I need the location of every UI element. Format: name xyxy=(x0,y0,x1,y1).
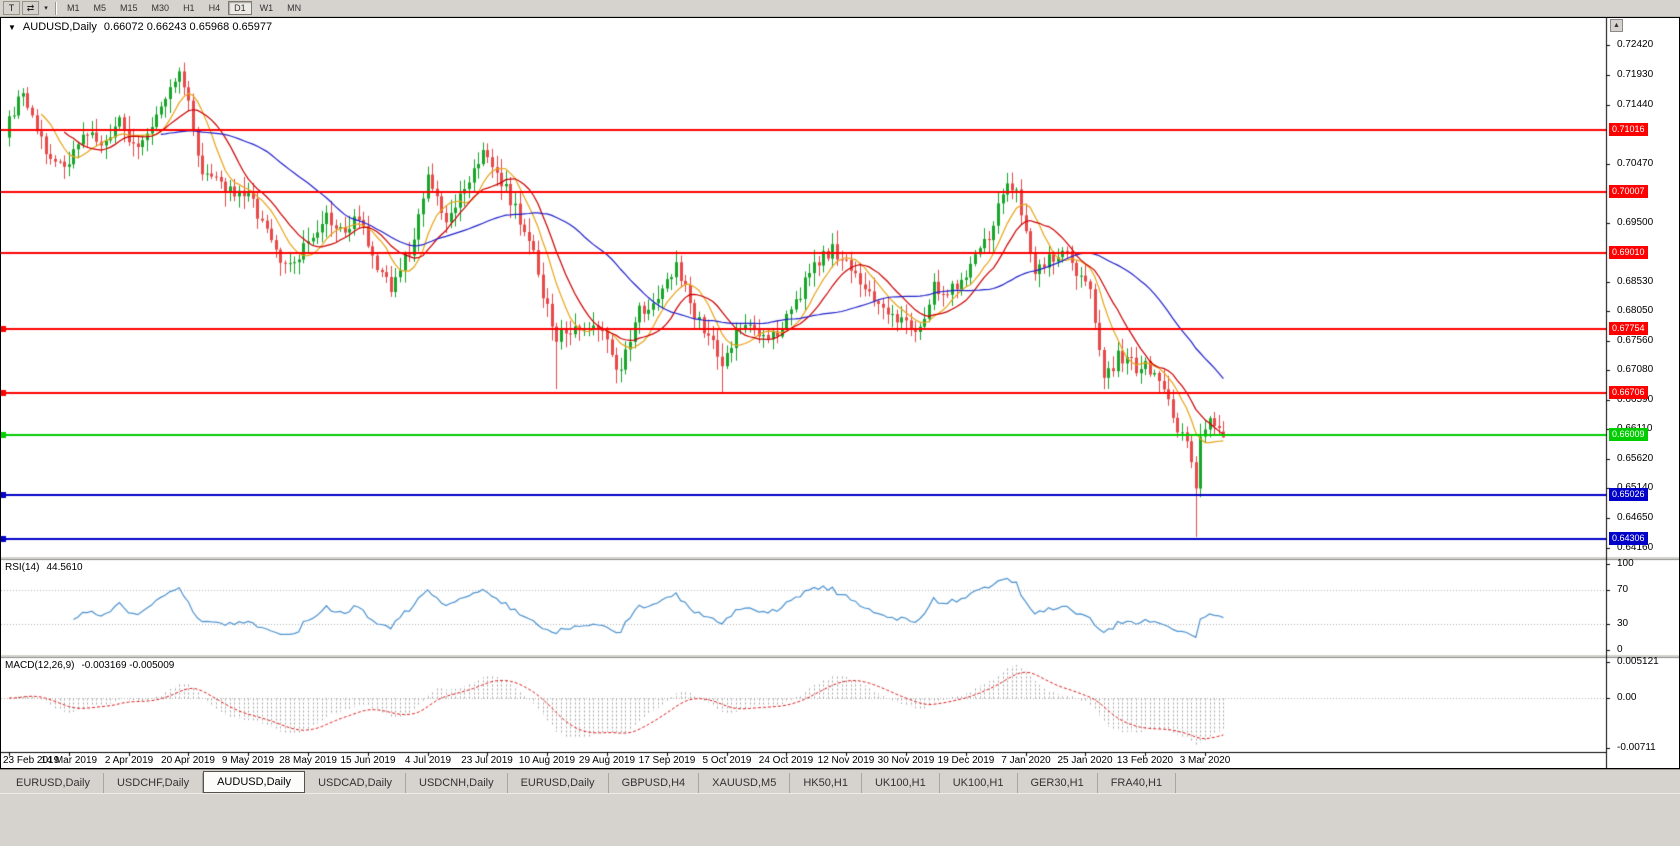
hline-price-tag: 0.66009 xyxy=(1609,428,1648,442)
price-tick-label: 0.65620 xyxy=(1617,453,1654,465)
x-axis-label: 15 Jun 2019 xyxy=(340,755,396,766)
timeframe-button-m30[interactable]: M30 xyxy=(151,3,170,13)
rsi-level-label: 30 xyxy=(1617,618,1629,630)
x-axis-label: 12 Nov 2019 xyxy=(817,755,875,766)
hline-price-tag: 0.64306 xyxy=(1609,532,1648,546)
chart-ohlc-values: 0.66072 0.66243 0.65968 0.65977 xyxy=(103,21,273,33)
window-tab-audusd-daily[interactable]: AUDUSD,Daily xyxy=(203,771,306,793)
x-axis-label: 17 Sep 2019 xyxy=(638,755,696,766)
price-scale[interactable]: ▲ 0.72420 0.71930 0.71440 0.70470 0.69500 0.6… xyxy=(1607,18,1679,768)
rsi-name: RSI(14) xyxy=(5,562,40,573)
macd-level-label: -0.00711 xyxy=(1617,742,1656,753)
rsi-level-label: 0 xyxy=(1617,644,1623,655)
macd-level-label: 0.00 xyxy=(1617,692,1637,703)
time-axis[interactable]: 23 Feb 2019 14 Mar 2019 2 Apr 2019 20 Apr 2… xyxy=(1,754,1606,768)
timeframe-button-d1[interactable]: D1 xyxy=(228,1,252,15)
timeframe-group: M1 M5 M15 M30 H1 H4 D1 W1 MN xyxy=(61,1,307,15)
window-tab-gbpusd-h4[interactable]: GBPUSD,H4 xyxy=(609,773,700,793)
x-axis-label: 24 Oct 2019 xyxy=(758,755,814,766)
x-axis-label: 20 Apr 2019 xyxy=(161,755,215,766)
scroll-up-button[interactable]: ▲ xyxy=(1610,19,1623,32)
window-tab-bar: EURUSD,Daily USDCHF,Daily AUDUSD,Daily USDC… xyxy=(0,769,1680,793)
window-tab-eurusd-daily[interactable]: EURUSD,Daily xyxy=(508,773,609,793)
hline-price-tag: 0.67754 xyxy=(1609,322,1648,336)
timeframe-button-mn[interactable]: MN xyxy=(287,3,302,13)
price-tick-label: 0.71930 xyxy=(1617,68,1654,80)
price-tick-label: 0.68050 xyxy=(1617,305,1654,317)
x-axis-label: 14 Mar 2019 xyxy=(40,755,98,766)
chart-objects-dropdown[interactable]: ▾ xyxy=(41,1,51,15)
macd-values: -0.003169 -0.005009 xyxy=(81,660,175,671)
x-axis-label: 28 May 2019 xyxy=(279,755,337,766)
window-tab-usdchf-daily[interactable]: USDCHF,Daily xyxy=(104,773,204,793)
window-tab-usdcnh-daily[interactable]: USDCNH,Daily xyxy=(406,773,508,793)
price-tick-label: 0.64650 xyxy=(1617,512,1654,524)
window-tab-ger30-h1[interactable]: GER30,H1 xyxy=(1018,773,1098,793)
hline-price-tag: 0.66706 xyxy=(1609,385,1648,399)
hline-price-tag: 0.65026 xyxy=(1609,488,1648,502)
timeframe-button-h4[interactable]: H4 xyxy=(208,3,221,13)
x-axis-label: 4 Jul 2019 xyxy=(404,755,452,766)
x-axis-label: 19 Dec 2019 xyxy=(937,755,995,766)
x-axis-label: 10 Aug 2019 xyxy=(518,755,576,766)
price-tick-label: 0.67560 xyxy=(1617,334,1654,346)
window-tab-hk50-h1[interactable]: HK50,H1 xyxy=(790,773,862,793)
rsi-label: RSI(14) 44.5610 xyxy=(5,562,83,573)
status-area xyxy=(0,793,1680,846)
x-axis-label: 3 Mar 2020 xyxy=(1179,755,1231,766)
window-tab-fra40-h1[interactable]: FRA40,H1 xyxy=(1098,773,1177,793)
x-axis-label: 25 Jan 2020 xyxy=(1057,755,1113,766)
price-tick-label: 0.67080 xyxy=(1617,364,1654,376)
x-axis-label: 2 Apr 2019 xyxy=(104,755,154,766)
price-tick-label: 0.66590 xyxy=(1617,394,1654,406)
templates-button[interactable]: T xyxy=(3,1,20,15)
x-axis-label: 5 Oct 2019 xyxy=(702,755,752,766)
rsi-level-label: 100 xyxy=(1617,558,1634,569)
rsi-level-label: 70 xyxy=(1617,583,1629,595)
price-tick-label: 0.72420 xyxy=(1617,39,1654,50)
price-tick-label: 0.71440 xyxy=(1617,98,1654,110)
macd-label: MACD(12,26,9) -0.003169 -0.005009 xyxy=(5,660,174,671)
hline-price-tag: 0.69010 xyxy=(1609,245,1648,259)
chart-canvas[interactable] xyxy=(1,18,1679,768)
x-axis-label: 30 Nov 2019 xyxy=(877,755,935,766)
macd-name: MACD(12,26,9) xyxy=(5,660,75,671)
tool-button-group: T ⇄ ▾ xyxy=(3,1,51,15)
toolbar-separator xyxy=(55,1,57,15)
chart-title: ▼ AUDUSD,Daily 0.66072 0.66243 0.65968 0… xyxy=(8,21,272,33)
x-axis-label: 9 May 2019 xyxy=(221,755,275,766)
price-tick-label: 0.65140 xyxy=(1617,482,1653,493)
macd-level-label: 0.005121 xyxy=(1617,656,1659,667)
window-tab-eurusd-daily[interactable]: EURUSD,Daily xyxy=(3,773,104,793)
chart-window: ▼ AUDUSD,Daily 0.66072 0.66243 0.65968 0… xyxy=(0,17,1680,769)
hline-price-tag: 0.71016 xyxy=(1609,123,1648,137)
price-tick-label: 0.64160 xyxy=(1617,542,1654,553)
toolbar: T ⇄ ▾ M1 M5 M15 M30 H1 H4 D1 W1 MN xyxy=(0,0,1680,17)
timeframe-button-m15[interactable]: M15 xyxy=(120,3,138,13)
timeframe-button-w1[interactable]: W1 xyxy=(259,3,274,13)
window-tab-xauusd-m5[interactable]: XAUUSD,M5 xyxy=(699,773,791,793)
chart-symbol-label: AUDUSD,Daily xyxy=(22,21,97,33)
x-axis-label: 23 Feb 2019 xyxy=(3,755,60,766)
rsi-value: 44.5610 xyxy=(46,562,83,573)
x-axis-label: 7 Jan 2020 xyxy=(1001,755,1051,766)
timeframe-button-h1[interactable]: H1 xyxy=(183,3,195,13)
chart-objects-button[interactable]: ⇄ xyxy=(22,1,39,15)
x-axis-label: 29 Aug 2019 xyxy=(578,755,636,766)
timeframe-button-m1[interactable]: M1 xyxy=(67,3,80,13)
timeframe-button-m5[interactable]: M5 xyxy=(93,3,107,13)
window-tab-usdcad-daily[interactable]: USDCAD,Daily xyxy=(305,773,407,793)
chart-dropdown-icon[interactable]: ▼ xyxy=(8,22,16,32)
hline-price-tag: 0.70007 xyxy=(1609,184,1648,198)
window-tab-uk100-h1[interactable]: UK100,H1 xyxy=(940,773,1018,793)
x-axis-label: 23 Jul 2019 xyxy=(461,755,513,766)
price-tick-label: 0.68530 xyxy=(1617,275,1654,287)
x-axis-label: 13 Feb 2020 xyxy=(1116,755,1174,766)
price-tick-label: 0.70470 xyxy=(1617,157,1654,169)
price-tick-label: 0.69500 xyxy=(1617,216,1654,228)
window-tab-uk100-h1[interactable]: UK100,H1 xyxy=(862,773,940,793)
